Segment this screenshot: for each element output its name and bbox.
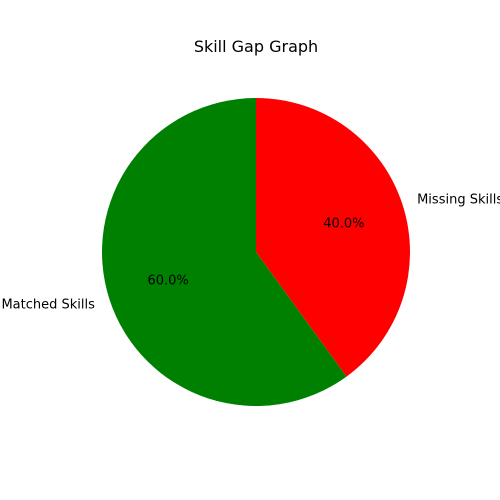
chart-title: Skill Gap Graph	[194, 37, 318, 56]
slice-label: Missing Skills	[417, 193, 500, 208]
slice-percent-label: 40.0%	[323, 216, 364, 231]
slice-percent-label: 60.0%	[147, 274, 188, 289]
pie-slice-missing-skills	[256, 98, 410, 377]
pie-labels: Missing Skills 40.0% Matched Skills 60.0%	[1, 193, 500, 313]
slice-label: Matched Skills	[1, 297, 95, 312]
pie-slices	[101, 98, 410, 406]
pie-slice-matched-skills	[101, 98, 347, 406]
